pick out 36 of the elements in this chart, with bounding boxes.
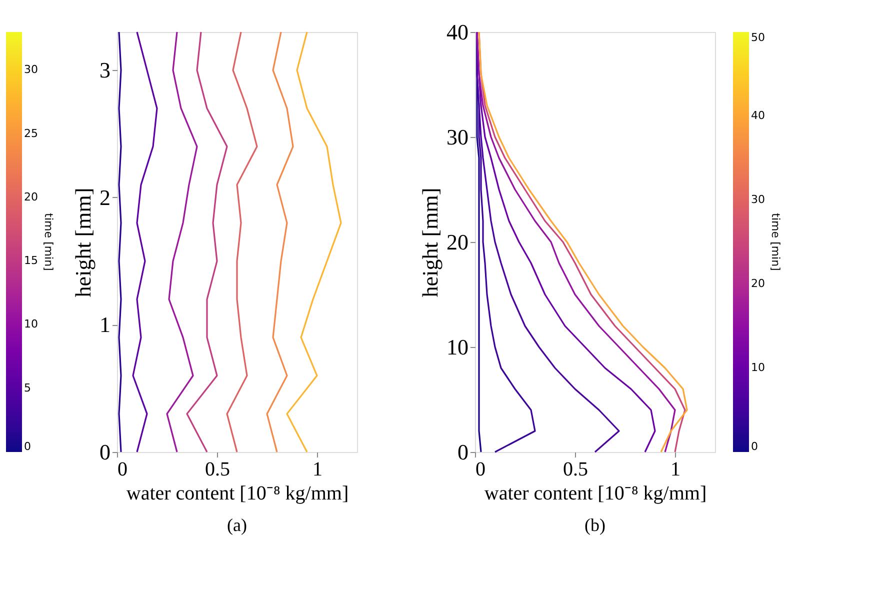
x-tick-label: 1 bbox=[670, 458, 680, 480]
y-tick-label: 30 bbox=[446, 124, 468, 150]
y-axis-title: height [mm] bbox=[70, 188, 96, 298]
y-tick-label: 40 bbox=[446, 20, 468, 44]
color-bar-label: 25 bbox=[24, 126, 38, 140]
color-bar-label: 5 bbox=[24, 381, 31, 394]
color-bar-label: 10 bbox=[751, 361, 765, 374]
color-bar-label: 15 bbox=[24, 254, 38, 268]
y-tick-label: 10 bbox=[446, 334, 468, 360]
x-axis-title: water content [10⁻⁸ kg/mm] bbox=[126, 482, 349, 504]
color-bar-label: 30 bbox=[751, 193, 765, 206]
x-tick-label: 0 bbox=[118, 458, 128, 480]
text: (a) bbox=[227, 515, 247, 535]
x-axis-title: water content [10⁻⁸ kg/mm] bbox=[484, 482, 707, 504]
text: (b) bbox=[584, 515, 606, 535]
x-tick-label: 0 bbox=[476, 458, 486, 480]
y-tick-label: 2 bbox=[100, 184, 110, 210]
color-bar-label: 20 bbox=[24, 190, 38, 204]
y-tick-label: 20 bbox=[446, 230, 468, 254]
x-tick-label: 1 bbox=[312, 458, 322, 480]
color-bar-label: 20 bbox=[751, 277, 765, 290]
color-bar-title: time [min] bbox=[42, 213, 55, 271]
color-bar-label: 0 bbox=[751, 440, 758, 453]
color-bar-title: time [min] bbox=[769, 213, 782, 271]
y-axis-title: height [mm] bbox=[418, 188, 442, 298]
x-tick-label: 0.5 bbox=[563, 458, 588, 480]
color-bar-label: 50 bbox=[751, 31, 765, 44]
y-tick-label: 0 bbox=[100, 440, 110, 464]
color-bar-label: 0 bbox=[24, 440, 31, 453]
color-bar-label: 10 bbox=[24, 318, 38, 331]
color-bar-label: 30 bbox=[24, 63, 38, 76]
y-tick-label: 1 bbox=[100, 312, 110, 338]
x-tick-label: 0.5 bbox=[205, 458, 230, 480]
y-tick-label: 0 bbox=[458, 440, 468, 464]
color-bar-label: 40 bbox=[751, 109, 765, 122]
y-tick-label: 3 bbox=[100, 58, 110, 83]
